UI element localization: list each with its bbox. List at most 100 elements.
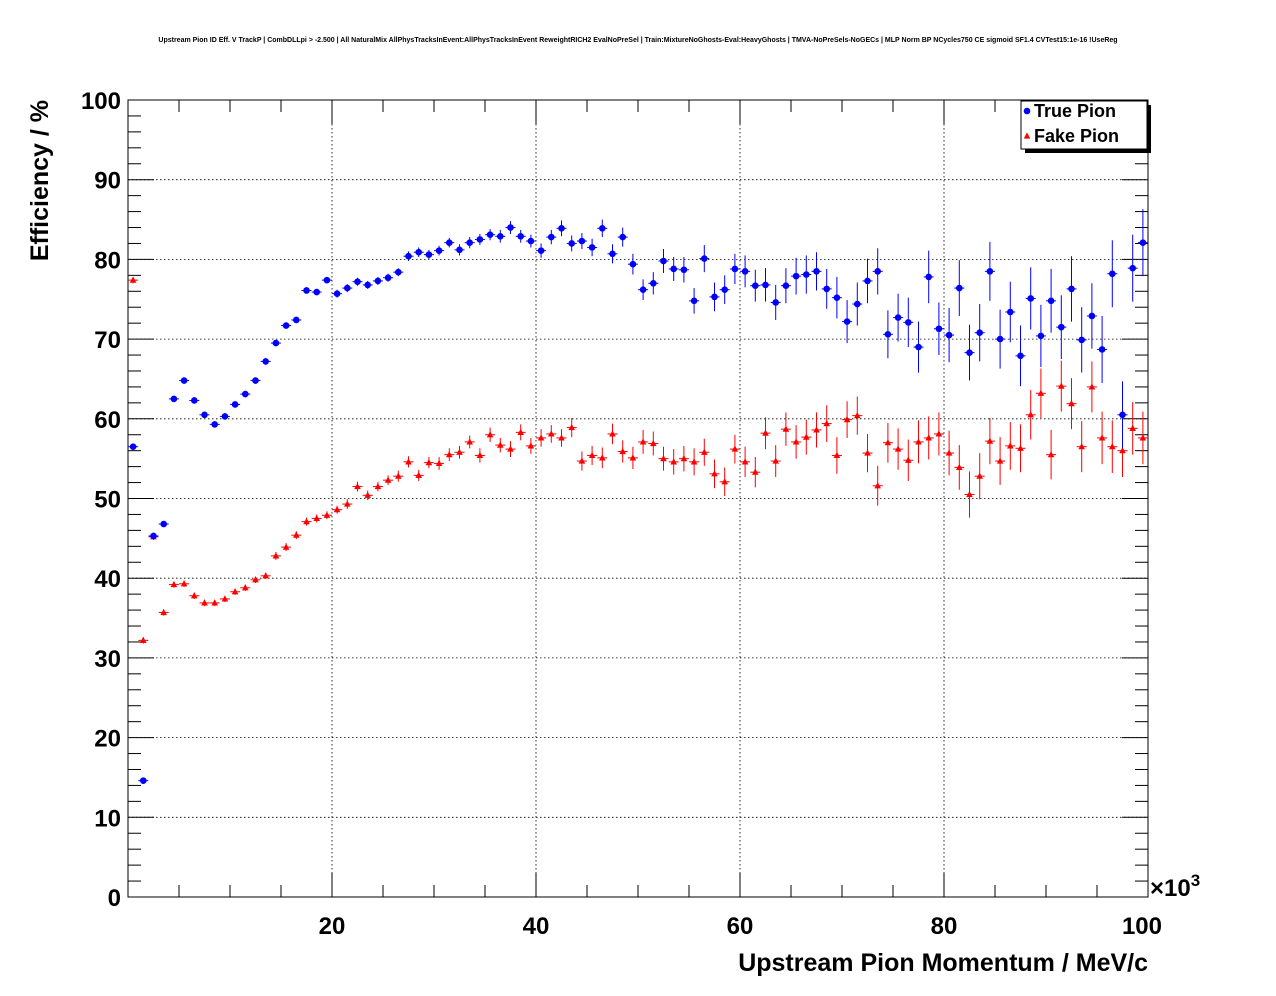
data-point bbox=[782, 282, 790, 290]
data-point bbox=[1058, 323, 1065, 331]
data-point bbox=[231, 588, 239, 595]
data-point bbox=[1078, 443, 1085, 450]
data-point bbox=[1017, 444, 1024, 451]
data-point bbox=[558, 434, 565, 441]
data-point bbox=[252, 576, 259, 583]
data-point bbox=[1068, 285, 1075, 293]
data-point bbox=[945, 331, 953, 339]
y-tick-label: 20 bbox=[94, 726, 121, 753]
legend-entry: Fake Pion bbox=[1023, 126, 1119, 146]
data-point bbox=[996, 335, 1004, 343]
data-point bbox=[864, 449, 871, 456]
y-tick-label: 70 bbox=[94, 327, 121, 354]
data-point bbox=[323, 511, 331, 518]
data-point bbox=[1037, 332, 1045, 340]
data-point bbox=[384, 274, 392, 282]
y-tick-label: 30 bbox=[94, 646, 121, 673]
data-point bbox=[282, 543, 290, 550]
data-point bbox=[803, 271, 810, 278]
data-point bbox=[660, 257, 667, 265]
data-point bbox=[1027, 295, 1034, 302]
data-point bbox=[660, 455, 667, 462]
data-point bbox=[558, 225, 565, 232]
data-point bbox=[1139, 434, 1147, 441]
data-point bbox=[609, 430, 616, 437]
x-tick-label: 40 bbox=[523, 913, 550, 940]
data-point bbox=[711, 293, 718, 301]
data-point bbox=[792, 272, 800, 280]
data-point bbox=[639, 286, 647, 293]
data-point bbox=[170, 395, 178, 403]
data-point bbox=[741, 458, 749, 465]
data-point bbox=[272, 339, 280, 347]
data-point bbox=[374, 277, 382, 285]
data-point bbox=[670, 265, 677, 273]
data-point bbox=[711, 470, 718, 477]
data-point bbox=[507, 224, 514, 231]
data-point bbox=[690, 458, 698, 465]
data-point bbox=[1078, 336, 1085, 344]
data-point bbox=[1088, 312, 1096, 320]
data-point bbox=[721, 478, 728, 485]
data-point bbox=[752, 282, 759, 290]
x-tick-label: 80 bbox=[931, 913, 958, 940]
data-point bbox=[354, 482, 361, 490]
legend-marker bbox=[1023, 132, 1031, 139]
data-point bbox=[966, 349, 973, 356]
data-point bbox=[1098, 434, 1106, 441]
y-axis-title: Efficiency / % bbox=[26, 100, 54, 261]
data-point bbox=[843, 415, 851, 423]
data-point bbox=[313, 514, 320, 522]
data-point bbox=[191, 397, 198, 404]
data-point bbox=[884, 439, 892, 446]
data-point bbox=[1129, 264, 1136, 272]
data-point bbox=[731, 265, 739, 273]
data-point bbox=[344, 284, 351, 292]
data-point bbox=[1068, 400, 1075, 407]
data-point bbox=[680, 266, 688, 274]
data-point bbox=[1109, 270, 1116, 278]
data-point bbox=[772, 457, 779, 464]
data-point bbox=[211, 421, 218, 428]
data-point bbox=[548, 233, 555, 241]
data-point bbox=[1098, 346, 1106, 353]
data-point bbox=[894, 314, 902, 321]
y-tick-label: 100 bbox=[81, 88, 121, 115]
data-point bbox=[150, 532, 157, 540]
data-point bbox=[405, 252, 412, 260]
data-point bbox=[191, 592, 198, 599]
data-point bbox=[1129, 424, 1136, 431]
data-point bbox=[639, 438, 647, 445]
data-point bbox=[344, 500, 351, 507]
data-point bbox=[568, 240, 575, 247]
series-true-pion bbox=[128, 209, 1148, 784]
data-point bbox=[313, 288, 321, 296]
data-point bbox=[140, 777, 147, 784]
data-point bbox=[986, 268, 994, 275]
data-point bbox=[956, 284, 963, 292]
data-point bbox=[252, 377, 259, 384]
data-point bbox=[578, 457, 586, 464]
data-point bbox=[364, 281, 372, 289]
data-point bbox=[864, 277, 871, 285]
data-point bbox=[129, 276, 137, 283]
data-point bbox=[507, 445, 514, 452]
x-tick-label: 20 bbox=[319, 913, 346, 940]
data-point bbox=[843, 318, 851, 325]
data-point bbox=[884, 331, 892, 338]
data-point bbox=[456, 246, 463, 254]
data-point bbox=[160, 608, 167, 616]
data-point bbox=[374, 482, 382, 490]
legend-label: Fake Pion bbox=[1034, 126, 1119, 146]
data-point bbox=[476, 236, 484, 243]
data-point bbox=[537, 247, 545, 254]
x-tick-label: 100 bbox=[1122, 913, 1162, 940]
chart-title: Upstream Pion ID Eff. V TrackP | CombDLL… bbox=[158, 37, 1117, 44]
y-tick-labels: 0 10 20 30 40 50 60 70 80 90 100 bbox=[81, 88, 121, 912]
data-point bbox=[435, 459, 443, 467]
data-point bbox=[1047, 297, 1055, 305]
x-axis-multiplier-base: ×10 bbox=[1150, 875, 1191, 902]
data-point bbox=[619, 447, 626, 455]
data-point bbox=[823, 285, 830, 293]
legend-label: True Pion bbox=[1034, 101, 1116, 121]
